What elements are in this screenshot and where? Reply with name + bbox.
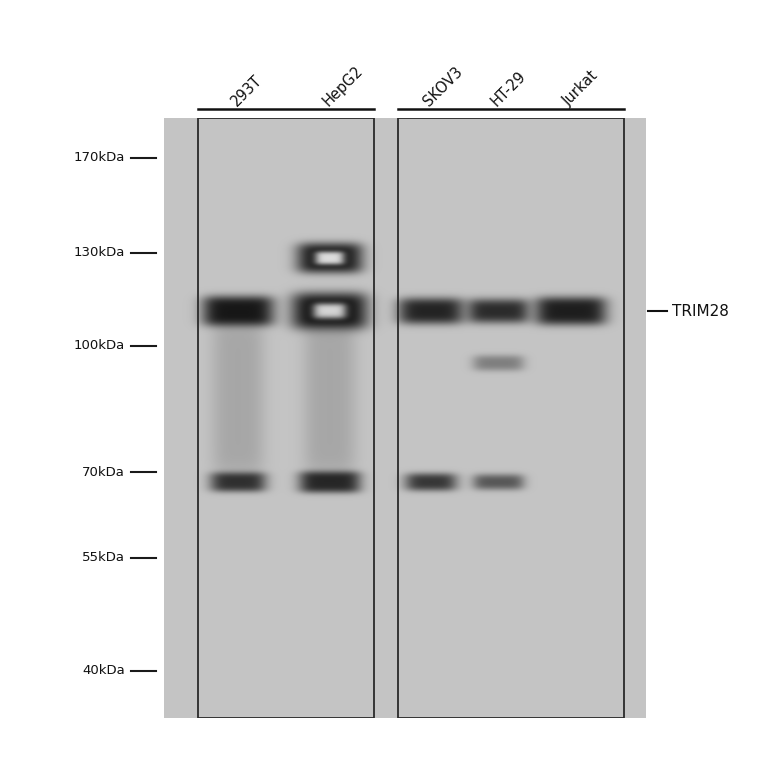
- Text: SKOV3: SKOV3: [421, 64, 466, 109]
- Text: 55kDa: 55kDa: [82, 552, 125, 565]
- Text: 293T: 293T: [228, 73, 265, 109]
- Text: HepG2: HepG2: [319, 63, 366, 109]
- Text: HT-29: HT-29: [488, 68, 529, 109]
- Bar: [398, 118, 624, 718]
- Text: 130kDa: 130kDa: [73, 247, 125, 260]
- Text: 100kDa: 100kDa: [73, 339, 125, 352]
- Text: 170kDa: 170kDa: [73, 151, 125, 164]
- Text: 40kDa: 40kDa: [82, 665, 125, 678]
- Text: 70kDa: 70kDa: [82, 466, 125, 479]
- Bar: [198, 118, 374, 718]
- Text: TRIM28: TRIM28: [672, 304, 729, 319]
- Text: Jurkat: Jurkat: [560, 68, 601, 109]
